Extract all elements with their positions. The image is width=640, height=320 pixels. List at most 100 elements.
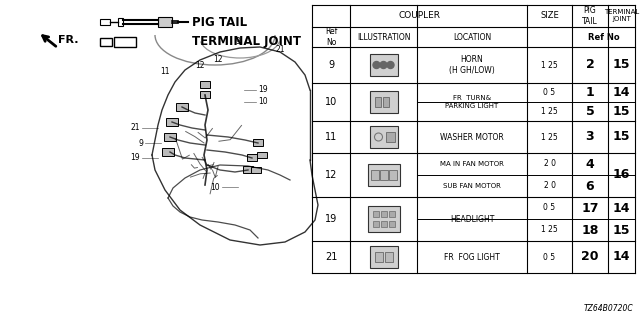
Bar — [176, 103, 188, 111]
Bar — [257, 152, 267, 158]
Text: 0 5: 0 5 — [543, 252, 556, 261]
Text: LOCATION: LOCATION — [453, 33, 491, 42]
Text: 12: 12 — [213, 55, 223, 65]
Bar — [243, 166, 253, 173]
Text: 17: 17 — [581, 202, 599, 214]
Text: 15: 15 — [612, 105, 630, 118]
Bar — [388, 170, 397, 180]
Text: TERMINAL
JOINT: TERMINAL JOINT — [604, 10, 639, 22]
Text: 2 0: 2 0 — [543, 159, 556, 169]
Text: 11: 11 — [325, 132, 337, 142]
Bar — [369, 54, 397, 76]
Bar — [162, 148, 174, 156]
Text: 15: 15 — [612, 223, 630, 236]
Text: PIG TAIL: PIG TAIL — [192, 15, 247, 28]
Text: PIG
TAIL: PIG TAIL — [582, 6, 598, 26]
Text: SUB FAN MOTOR: SUB FAN MOTOR — [443, 183, 501, 189]
Text: 0 5: 0 5 — [543, 88, 556, 97]
Circle shape — [387, 61, 394, 68]
Text: 14: 14 — [612, 202, 630, 214]
Text: Ref
No: Ref No — [325, 27, 337, 47]
Text: HORN
(H GH/LOW): HORN (H GH/LOW) — [449, 55, 495, 75]
Text: MA IN FAN MOTOR: MA IN FAN MOTOR — [440, 161, 504, 167]
Text: 2 0: 2 0 — [543, 181, 556, 190]
Bar — [369, 91, 397, 113]
Text: 16: 16 — [613, 169, 630, 181]
Text: WASHER MOTOR: WASHER MOTOR — [440, 132, 504, 141]
Text: Ref No: Ref No — [588, 33, 620, 42]
Text: 1 25: 1 25 — [541, 132, 558, 141]
Bar — [200, 91, 210, 98]
Text: 10: 10 — [211, 182, 220, 191]
Text: 21: 21 — [275, 45, 285, 54]
Text: 11: 11 — [160, 68, 170, 76]
Bar — [247, 154, 257, 161]
Text: FR  TURN&
PARKING LIGHT: FR TURN& PARKING LIGHT — [445, 95, 499, 108]
Bar — [374, 252, 383, 262]
Circle shape — [380, 61, 387, 68]
Circle shape — [373, 61, 380, 68]
Bar — [166, 118, 178, 126]
Text: 10: 10 — [325, 97, 337, 107]
Text: 20: 20 — [581, 251, 599, 263]
Bar — [385, 252, 392, 262]
Text: TERMINAL JOINT: TERMINAL JOINT — [192, 36, 301, 49]
Text: 9: 9 — [236, 37, 241, 46]
Text: 1 25: 1 25 — [541, 226, 558, 235]
Bar — [100, 38, 112, 46]
Bar — [381, 211, 387, 217]
Text: 1: 1 — [586, 86, 595, 99]
Text: 3: 3 — [586, 131, 595, 143]
Text: 14: 14 — [612, 86, 630, 99]
Bar — [388, 211, 394, 217]
Text: FR  FOG LIGHT: FR FOG LIGHT — [444, 252, 500, 261]
Text: 15: 15 — [612, 59, 630, 71]
Bar — [374, 97, 381, 107]
Text: COUPLER: COUPLER — [399, 12, 440, 20]
Text: 19: 19 — [325, 214, 337, 224]
Text: 14: 14 — [612, 251, 630, 263]
Bar — [380, 170, 387, 180]
Text: HEADLIGHT: HEADLIGHT — [450, 214, 494, 223]
Text: 18: 18 — [581, 223, 598, 236]
Text: 12: 12 — [325, 170, 337, 180]
Bar — [200, 81, 210, 88]
Bar — [253, 139, 263, 146]
Bar — [381, 221, 387, 227]
Text: 9: 9 — [328, 60, 334, 70]
Text: 9: 9 — [138, 139, 143, 148]
Text: 6: 6 — [586, 180, 595, 193]
Text: ILLUSTRATION: ILLUSTRATION — [356, 33, 410, 42]
Bar — [118, 18, 123, 26]
Bar — [372, 211, 378, 217]
Bar — [367, 164, 399, 186]
Text: 1 25: 1 25 — [541, 60, 558, 69]
Bar — [371, 170, 378, 180]
Bar — [367, 206, 399, 232]
Text: 0 5: 0 5 — [543, 204, 556, 212]
Text: 10: 10 — [258, 98, 268, 107]
Text: 2: 2 — [586, 59, 595, 71]
Text: 21: 21 — [325, 252, 337, 262]
Text: 1 25: 1 25 — [541, 107, 558, 116]
Bar — [100, 19, 110, 25]
Bar — [372, 221, 378, 227]
Bar — [114, 37, 136, 47]
Text: SIZE: SIZE — [540, 12, 559, 20]
Text: 19: 19 — [258, 85, 268, 94]
Bar — [369, 126, 397, 148]
Text: 5: 5 — [586, 105, 595, 118]
Text: FR.: FR. — [58, 35, 79, 45]
Text: 19: 19 — [131, 154, 140, 163]
Bar — [158, 17, 172, 27]
Bar — [251, 167, 261, 173]
Bar — [369, 246, 397, 268]
Bar — [385, 132, 394, 142]
Text: 4: 4 — [586, 157, 595, 171]
Text: 12: 12 — [195, 60, 205, 69]
Text: 15: 15 — [612, 131, 630, 143]
Text: TZ64B0720C: TZ64B0720C — [583, 304, 633, 313]
Bar — [164, 133, 176, 141]
Text: 21: 21 — [131, 124, 140, 132]
Bar — [383, 97, 388, 107]
